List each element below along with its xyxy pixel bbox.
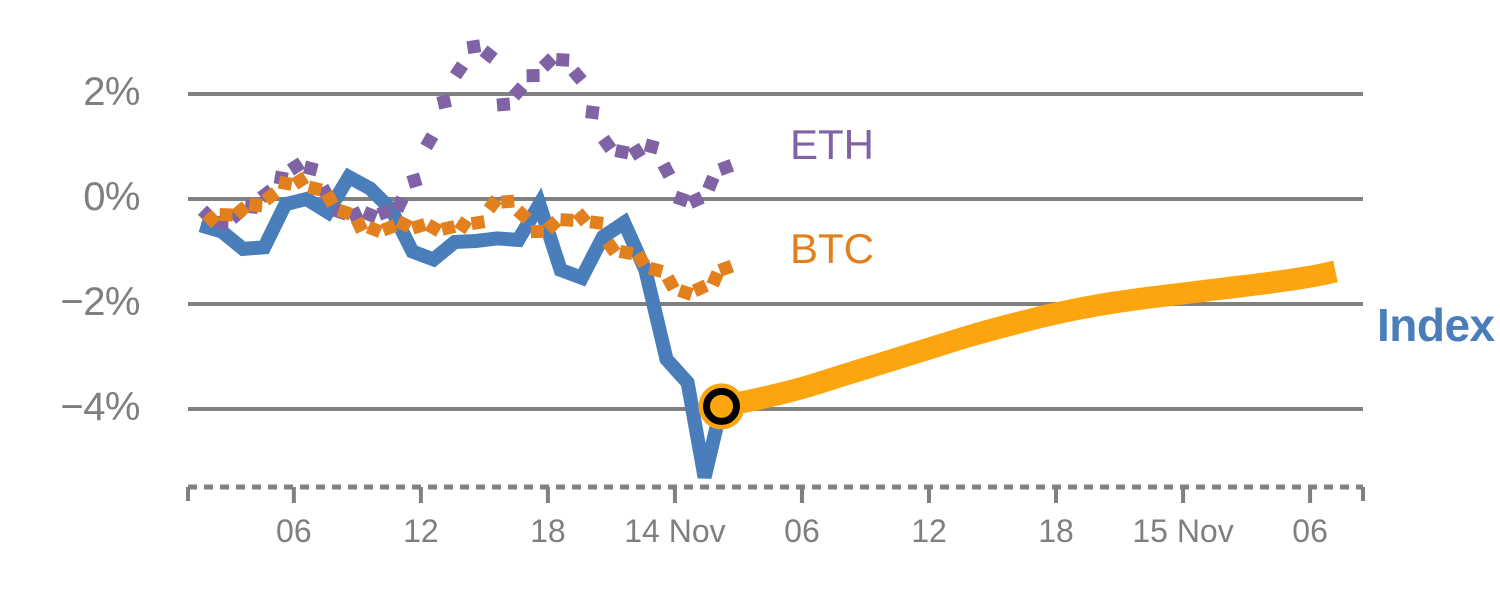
dot-marker	[449, 61, 469, 80]
x-axis-tick-label: 06	[276, 513, 312, 549]
x-axis-tick-label: 12	[403, 513, 439, 549]
dot-marker	[614, 144, 630, 160]
dot-marker	[466, 39, 482, 55]
dot-marker	[538, 53, 558, 72]
dot-marker	[530, 224, 544, 239]
dot-marker	[647, 261, 664, 278]
dot-marker	[410, 218, 427, 235]
dot-marker	[202, 209, 221, 229]
dot-marker	[513, 205, 532, 224]
dot-marker	[395, 215, 413, 233]
dot-marker	[661, 274, 680, 292]
dot-marker	[286, 157, 305, 176]
dot-marker	[643, 138, 660, 155]
x-axis-tick-label: 18	[1038, 513, 1074, 549]
dot-marker	[291, 171, 310, 190]
dot-marker	[307, 180, 323, 197]
dot-marker	[391, 195, 409, 213]
dot-marker	[627, 142, 646, 161]
dot-marker	[376, 203, 394, 221]
series-btc-dots	[202, 171, 735, 301]
x-axis-group	[186, 484, 1365, 503]
x-axis-tick-label: 12	[911, 513, 947, 549]
dot-marker	[420, 132, 439, 151]
dot-marker	[509, 82, 528, 101]
dot-marker	[589, 215, 604, 230]
series-label-index: Index	[1377, 299, 1495, 351]
gridlines-group	[188, 92, 1363, 411]
dot-marker	[691, 279, 709, 297]
dot-marker	[598, 134, 617, 153]
dot-marker	[673, 190, 690, 208]
dot-marker	[350, 216, 369, 234]
dot-marker	[618, 244, 634, 261]
series-label-eth: ETH	[790, 121, 874, 168]
dot-marker	[717, 159, 735, 176]
dot-marker	[302, 160, 319, 177]
dot-marker	[542, 216, 562, 235]
dot-marker	[231, 201, 251, 220]
dot-marker	[572, 208, 591, 227]
dot-marker	[496, 97, 511, 112]
dot-marker	[406, 172, 423, 189]
dot-marker	[555, 53, 570, 67]
y-axis-tick-label: −2%	[60, 280, 140, 324]
dot-marker	[602, 238, 621, 257]
dot-marker	[702, 174, 720, 192]
dot-marker	[454, 216, 473, 235]
x-axis-tick-label: 14 Nov	[624, 513, 726, 549]
dot-marker	[560, 213, 574, 227]
annotations-group	[698, 383, 745, 430]
dot-marker	[365, 220, 383, 238]
x-axis-tick-label: 06	[784, 513, 820, 549]
series-group	[197, 39, 1338, 479]
dot-marker	[677, 284, 694, 301]
dot-marker	[717, 259, 735, 277]
dot-marker	[470, 215, 486, 231]
y-axis-tick-label: −4%	[60, 385, 140, 429]
x-axis-tick-label: 15 Nov	[1132, 513, 1234, 549]
dot-marker	[436, 94, 452, 110]
dot-marker	[632, 250, 651, 269]
dot-marker	[483, 195, 502, 214]
dot-marker	[424, 218, 443, 237]
dot-marker	[657, 161, 676, 179]
dot-marker	[321, 190, 339, 208]
dot-marker	[219, 208, 233, 222]
dot-marker	[261, 187, 280, 206]
dot-marker	[526, 69, 540, 83]
dot-marker	[380, 219, 398, 237]
x-axis-tick-label: 06	[1292, 513, 1328, 549]
dot-marker	[277, 175, 293, 191]
dot-marker	[500, 194, 515, 209]
dot-marker	[585, 105, 600, 120]
dot-marker	[361, 206, 379, 224]
y-axis-tick-label: 2%	[83, 70, 140, 114]
now-marker[interactable]	[703, 387, 741, 425]
dot-marker	[687, 191, 705, 209]
series-label-btc: BTC	[790, 225, 874, 272]
dot-marker	[440, 220, 457, 236]
dot-marker	[706, 270, 724, 288]
x-axis-tick-label: 18	[530, 513, 566, 549]
dot-marker	[568, 66, 587, 85]
dot-marker	[479, 45, 498, 64]
y-axis-tick-label: 0%	[83, 175, 140, 219]
dot-marker	[336, 203, 353, 221]
dot-marker	[248, 198, 263, 213]
series-forecast-line	[719, 260, 1338, 418]
